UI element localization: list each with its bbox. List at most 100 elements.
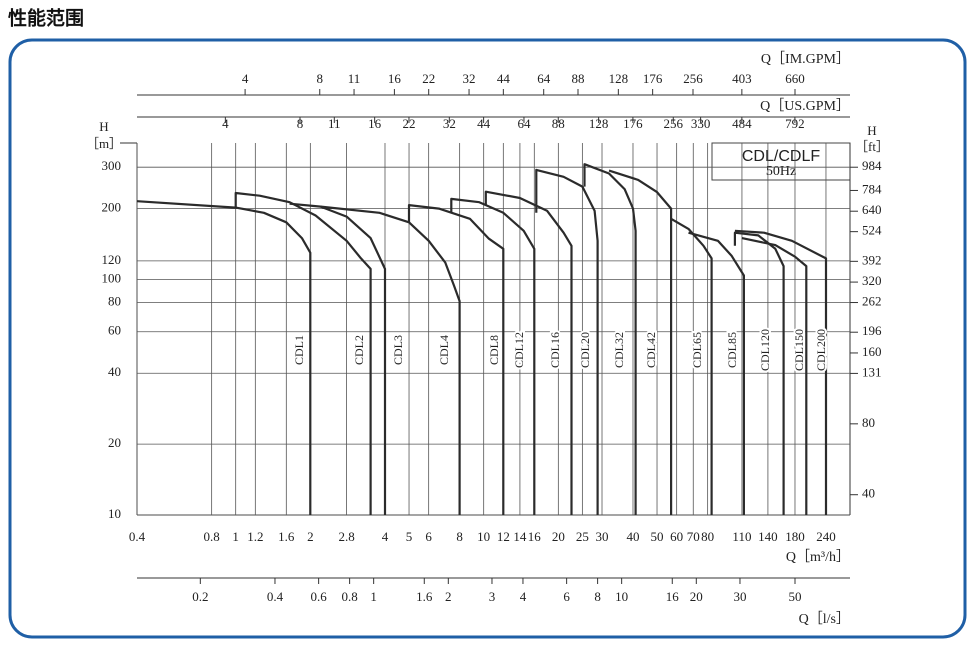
x-tick-label: 50	[651, 529, 664, 544]
x3-tick-label: 256	[683, 71, 703, 86]
model-label: CDL/CDLF	[742, 148, 820, 165]
x-tick-label: 4	[382, 529, 389, 544]
y2-label: H	[867, 123, 876, 138]
series-label: CDL42	[644, 332, 658, 368]
x2-tick-label: 44	[477, 116, 491, 131]
x4-tick-label: 3	[489, 589, 496, 604]
pump-curve	[583, 163, 637, 515]
x3-tick-label: 176	[643, 71, 663, 86]
x3-tick-label: 403	[732, 71, 752, 86]
y2-tick-label: 80	[862, 415, 875, 430]
series-label: CDL120	[758, 329, 772, 371]
x3-tick-label: 8	[316, 71, 323, 86]
pump-curve	[234, 191, 372, 515]
x-tick-label: 60	[670, 529, 683, 544]
y2-tick-label: 160	[862, 344, 882, 359]
pump-curve	[450, 197, 536, 515]
series-label: CDL65	[690, 332, 704, 368]
x2-tick-label: 32	[443, 116, 456, 131]
x-tick-label: 16	[528, 529, 542, 544]
x4-tick-label: 1.6	[416, 589, 433, 604]
series-label: CDL4	[437, 335, 451, 365]
y2-tick-label: 392	[862, 252, 882, 267]
pump-curve	[670, 217, 713, 515]
series-label: CDL8	[487, 335, 501, 365]
series-label: CDL20	[578, 332, 592, 368]
pump-curve	[136, 200, 312, 515]
x-tick-label: 80	[701, 529, 714, 544]
series-label: CDL200	[814, 329, 828, 371]
x4-tick-label: 4	[520, 589, 527, 604]
x4-tick-label: 30	[733, 589, 746, 604]
x-tick-label: 10	[477, 529, 490, 544]
x-tick-label: 1.6	[278, 529, 295, 544]
x-tick-label: 180	[785, 529, 805, 544]
x-tick-label: 12	[497, 529, 510, 544]
y2-tick-label: 196	[862, 323, 882, 338]
y2-tick-label: 131	[862, 364, 882, 379]
x4-tick-label: 20	[690, 589, 703, 604]
pump-curve	[289, 202, 387, 515]
x-tick-label: 240	[816, 529, 836, 544]
y-tick-label: 100	[102, 271, 122, 286]
series-label: CDL2	[352, 335, 366, 365]
x2-tick-label: 64	[517, 116, 531, 131]
y-tick-label: 20	[108, 435, 121, 450]
series-label: CDL1	[292, 335, 306, 365]
x2-tick-label: 330	[691, 116, 711, 131]
x-tick-label: 0.4	[129, 529, 146, 544]
x2-tick-label: 16	[368, 116, 382, 131]
x4-tick-label: 0.4	[267, 589, 284, 604]
series-label: CDL150	[792, 329, 806, 371]
x2-tick-label: 11	[328, 116, 341, 131]
y2-tick-label: 262	[862, 294, 882, 309]
x-tick-label: 20	[552, 529, 565, 544]
x3-tick-label: 11	[348, 71, 361, 86]
pump-curve	[484, 190, 573, 515]
pump-curve	[320, 205, 461, 515]
y-label: H	[99, 119, 108, 134]
x-tick-label: 2	[307, 529, 314, 544]
x-tick-label: 0.8	[204, 529, 220, 544]
x-tick-label: 110	[732, 529, 751, 544]
page-title: 性能范围	[8, 7, 84, 30]
x3-tick-label: 64	[537, 71, 551, 86]
y-tick-label: 60	[108, 323, 121, 338]
x-tick-label: 5	[406, 529, 413, 544]
x3-tick-label: 32	[463, 71, 476, 86]
x2-tick-label: 128	[589, 116, 609, 131]
series-label: CDL3	[391, 335, 405, 365]
series-label: CDL85	[725, 332, 739, 368]
y-tick-label: 10	[108, 506, 121, 521]
x-tick-label: 1	[232, 529, 239, 544]
pump-curve	[734, 229, 828, 515]
x-tick-label: 70	[687, 529, 700, 544]
pump-curve	[608, 169, 673, 515]
pump-curve	[535, 168, 599, 515]
x-tick-label: 25	[576, 529, 589, 544]
x2-label: Q［US.GPM］	[760, 98, 850, 114]
y2-tick-label: 784	[862, 181, 882, 196]
pump-curve	[688, 231, 745, 515]
y2-tick-label: 40	[862, 486, 875, 501]
y-tick-label: 80	[108, 293, 121, 308]
x3-tick-label: 128	[609, 71, 629, 86]
frequency-label: 50Hz	[766, 164, 796, 179]
y2-unit: ［ft］	[855, 139, 889, 154]
series-label: CDL32	[612, 332, 626, 368]
x-tick-label: 14	[513, 529, 527, 544]
pump-curve	[741, 237, 808, 515]
x-tick-label: 140	[758, 529, 778, 544]
series-label: CDL12	[512, 332, 526, 368]
pump-curve	[407, 204, 505, 515]
y2-tick-label: 524	[862, 223, 882, 238]
x4-tick-label: 1	[370, 589, 377, 604]
y-tick-label: 300	[102, 158, 122, 173]
model-box	[711, 142, 851, 181]
x-tick-label: 1.2	[247, 529, 263, 544]
y-tick-label: 120	[102, 252, 122, 267]
y2-tick-label: 984	[862, 158, 882, 173]
x3-tick-label: 44	[497, 71, 511, 86]
x4-tick-label: 8	[594, 589, 601, 604]
